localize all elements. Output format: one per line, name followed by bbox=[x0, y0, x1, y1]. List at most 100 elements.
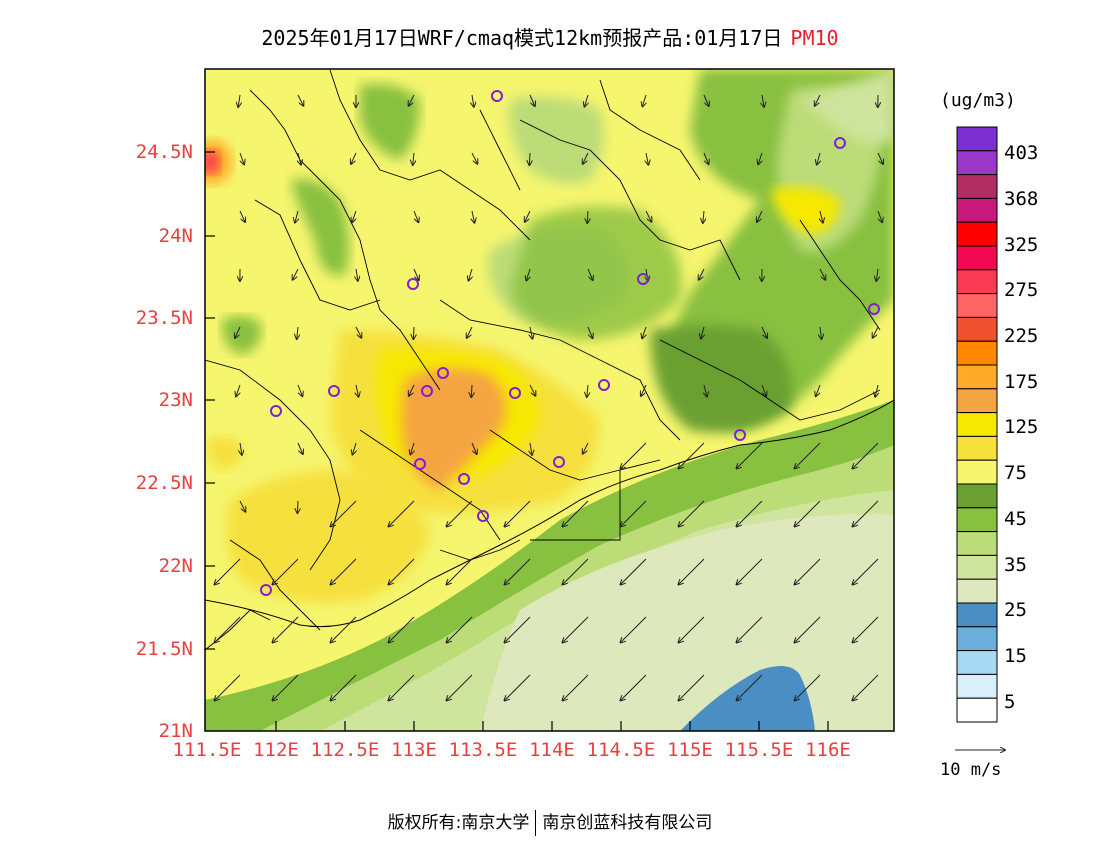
copyright-left: 版权所有:南京大学 bbox=[387, 813, 530, 833]
station-marker bbox=[868, 303, 880, 315]
wind-arrow bbox=[469, 268, 473, 281]
x-tick-label: 115.5E bbox=[724, 739, 794, 761]
colorbar-swatch bbox=[956, 364, 998, 390]
station-marker bbox=[553, 456, 565, 468]
wind-arrow bbox=[737, 616, 763, 643]
wind-arrow bbox=[447, 674, 473, 701]
wind-arrow bbox=[526, 268, 530, 280]
wind-arrow bbox=[853, 442, 879, 469]
copyright-footer: 版权所有:南京大学 南京创蓝科技有限公司 bbox=[0, 808, 1100, 836]
wind-arrow bbox=[820, 326, 822, 339]
boundary-lines bbox=[205, 69, 881, 651]
wind-arrow bbox=[679, 442, 705, 469]
wind-arrow bbox=[297, 442, 303, 454]
wind-arrow bbox=[853, 674, 879, 701]
wind-arrow bbox=[737, 442, 763, 469]
wind-arrow bbox=[235, 326, 241, 338]
wind-arrow bbox=[877, 210, 882, 222]
y-tick-label: 23.5N bbox=[135, 307, 193, 329]
x-tick-label: 112.5E bbox=[310, 739, 380, 761]
map-title: 2025年01月17日WRF/cmaq模式12km预报产品:01月17日 PM10 bbox=[0, 22, 1100, 51]
station-marker bbox=[437, 367, 449, 379]
wind-arrow bbox=[737, 674, 763, 701]
wind-arrow bbox=[351, 152, 357, 164]
wind-arrow bbox=[413, 152, 414, 165]
wind-arrow bbox=[239, 210, 245, 222]
wind-arrow bbox=[530, 326, 532, 339]
wind-arrow bbox=[273, 558, 299, 585]
y-tick-label: 21N bbox=[158, 720, 193, 742]
wind-arrow bbox=[215, 616, 241, 643]
wind-arrow bbox=[505, 558, 531, 585]
wind-arrow bbox=[703, 94, 709, 106]
y-tick-label: 21.5N bbox=[135, 638, 193, 660]
wind-arrow bbox=[472, 210, 475, 223]
colorbar-label: 125 bbox=[1004, 416, 1039, 438]
wind-arrow bbox=[238, 94, 240, 107]
colorbar-swatch bbox=[956, 221, 998, 247]
wind-arrow bbox=[679, 500, 705, 527]
colorbar-swatch bbox=[956, 150, 998, 176]
wind-arrow bbox=[815, 94, 821, 106]
wind-arrow bbox=[853, 500, 879, 527]
colorbar-label: 225 bbox=[1004, 325, 1039, 347]
wind-arrow bbox=[215, 558, 241, 585]
coastline bbox=[205, 399, 894, 628]
concentration-field bbox=[205, 69, 894, 731]
wind-arrow bbox=[297, 326, 298, 339]
colorbar bbox=[956, 126, 998, 723]
wind-arrow bbox=[352, 210, 356, 222]
colorbar-swatch bbox=[956, 459, 998, 485]
station-marker bbox=[407, 278, 419, 290]
station-marker bbox=[458, 473, 470, 485]
wind-reference-label: 10 m/s bbox=[940, 760, 1002, 780]
colorbar-swatch bbox=[956, 174, 998, 199]
colorbar-swatch bbox=[956, 340, 998, 366]
wind-arrow bbox=[525, 210, 531, 222]
wind-arrow bbox=[699, 268, 705, 280]
y-tick-label: 22.5N bbox=[135, 472, 193, 494]
wind-arrow bbox=[295, 210, 298, 223]
wind-arrow bbox=[642, 94, 646, 106]
wind-arrow bbox=[621, 674, 647, 701]
colorbar-label: 403 bbox=[1004, 142, 1039, 164]
wind-arrow bbox=[447, 616, 473, 643]
wind-arrow bbox=[529, 94, 535, 106]
wind-arrow bbox=[876, 268, 878, 281]
wind-arrow bbox=[795, 674, 821, 701]
wind-arrow bbox=[704, 384, 707, 397]
colorbar-swatch bbox=[956, 483, 998, 509]
colorbar-label: 275 bbox=[1004, 279, 1039, 301]
wind-arrow bbox=[409, 94, 415, 106]
wind-arrow bbox=[447, 558, 473, 585]
x-tick-label: 116E bbox=[805, 739, 851, 761]
colorbar-label: 25 bbox=[1004, 599, 1027, 621]
wind-arrow bbox=[215, 674, 241, 701]
wind-arrow bbox=[642, 326, 646, 338]
wind-arrow bbox=[293, 268, 299, 280]
station-marker bbox=[328, 385, 340, 397]
wind-arrow bbox=[587, 326, 593, 338]
wind-arrow bbox=[471, 384, 472, 397]
station-marker bbox=[637, 273, 649, 285]
wind-arrow bbox=[563, 616, 589, 643]
colorbar-units: (ug/m3) bbox=[940, 90, 1016, 111]
wind-arrow bbox=[703, 152, 709, 164]
wind-arrow bbox=[239, 152, 244, 164]
colorbar-label: 368 bbox=[1004, 188, 1039, 210]
colorbar-swatch bbox=[956, 650, 998, 675]
wind-arrow bbox=[737, 500, 763, 527]
wind-arrow bbox=[530, 442, 532, 455]
colorbar-label: 35 bbox=[1004, 554, 1027, 576]
station-marker bbox=[834, 137, 846, 149]
colorbar-swatch bbox=[956, 293, 998, 318]
colorbar-label: 325 bbox=[1004, 234, 1039, 256]
wind-arrow bbox=[641, 384, 647, 396]
x-tick-label: 112E bbox=[253, 739, 299, 761]
colorbar-swatch bbox=[956, 626, 998, 652]
wind-arrow bbox=[621, 442, 647, 469]
colorbar-swatch bbox=[956, 554, 998, 580]
wind-arrow bbox=[761, 384, 766, 396]
station-marker bbox=[421, 385, 433, 397]
station-marker bbox=[509, 387, 521, 399]
